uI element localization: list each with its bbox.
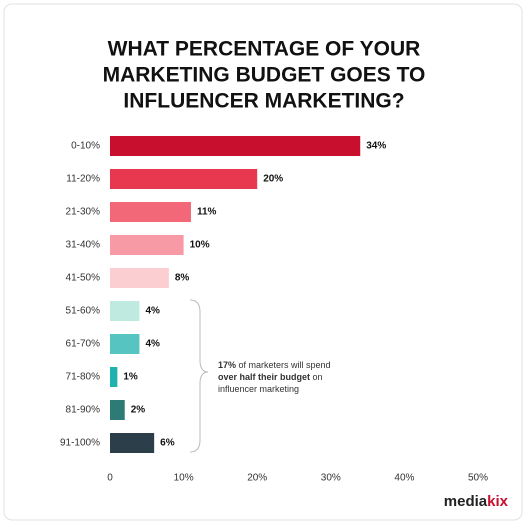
value-label: 20% (263, 174, 283, 185)
annotation: over half their budget on (218, 372, 323, 382)
annotation-text: 17% (218, 360, 236, 370)
y-tick-label: 81-90% (66, 405, 101, 416)
y-tick-label: 51-60% (66, 306, 101, 317)
bar (110, 301, 140, 321)
value-label: 10% (190, 240, 210, 251)
y-tick-label: 31-40% (66, 240, 101, 251)
chart-title: INFLUENCER MARKETING? (123, 90, 404, 113)
annotation-text: influencer marketing (218, 384, 299, 394)
bar (110, 433, 155, 453)
bar (110, 268, 169, 288)
logo-text: kix (487, 493, 509, 510)
annotation-text: on (313, 372, 323, 382)
value-label: 6% (160, 438, 175, 449)
bracket (189, 299, 209, 453)
bar (110, 169, 258, 189)
annotation: 17% of marketers will spend (218, 360, 331, 370)
annotation-text: over half their budget (218, 372, 310, 382)
value-label: 34% (366, 141, 386, 152)
logo: mediakix (444, 493, 509, 510)
card (3, 3, 523, 521)
chart-title: WHAT PERCENTAGE OF YOUR (108, 38, 421, 61)
value-label: 4% (145, 306, 160, 317)
bar (110, 400, 125, 420)
y-tick-label: 71-80% (66, 372, 101, 383)
annotation-text: of marketers will spend (239, 360, 331, 370)
bar (110, 202, 191, 222)
annotation: influencer marketing (218, 384, 299, 394)
bar (110, 235, 184, 255)
x-tick-label: 20% (247, 473, 267, 484)
y-tick-label: 21-30% (66, 207, 101, 218)
chart-title: MARKETING BUDGET GOES TO (103, 64, 426, 87)
y-tick-label: 41-50% (66, 273, 101, 284)
bar (110, 334, 140, 354)
x-tick-label: 40% (394, 473, 414, 484)
value-label: 2% (131, 405, 146, 416)
logo-text: media (444, 493, 488, 510)
y-tick-label: 0-10% (71, 141, 100, 152)
x-tick-label: 30% (321, 473, 341, 484)
value-label: 1% (123, 372, 138, 383)
x-tick-label: 50% (468, 473, 488, 484)
value-label: 11% (197, 207, 217, 218)
y-tick-label: 61-70% (66, 339, 101, 350)
x-tick-label: 10% (174, 473, 194, 484)
y-tick-label: 91-100% (60, 438, 100, 449)
value-label: 4% (145, 339, 160, 350)
x-tick-label: 0 (107, 473, 113, 484)
bar (110, 136, 361, 156)
bar (110, 367, 118, 387)
value-label: 8% (175, 273, 190, 284)
y-tick-label: 11-20% (66, 174, 100, 185)
